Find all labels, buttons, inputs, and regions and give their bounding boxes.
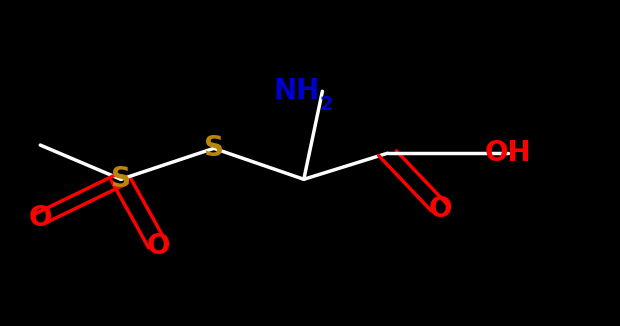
Text: NH: NH (273, 77, 319, 105)
Text: OH: OH (485, 139, 532, 167)
Text: O: O (146, 232, 170, 260)
Text: O: O (428, 195, 452, 223)
Text: S: S (204, 134, 224, 162)
Text: S: S (111, 165, 131, 193)
Text: 2: 2 (319, 95, 333, 114)
Text: O: O (29, 204, 52, 232)
